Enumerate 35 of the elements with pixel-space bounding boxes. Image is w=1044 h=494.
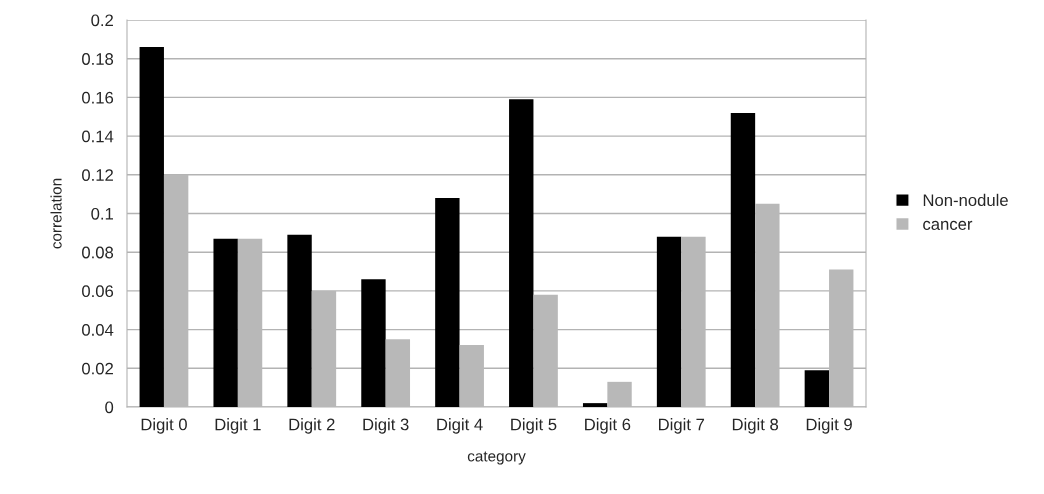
bar [582, 403, 608, 407]
y-tick-label: 0.02 [82, 362, 113, 375]
y-tick-label: 0 [105, 401, 114, 414]
y-tick-label: 0.2 [91, 14, 113, 27]
x-tick-label: Digit 2 [289, 418, 335, 434]
y-tick-label: 0.1 [91, 207, 113, 220]
y-tick-label: 0.16 [82, 91, 114, 104]
y-tick-label: 0.04 [82, 324, 114, 336]
x-tick-label: Digit 7 [659, 418, 705, 434]
y-tick-label: 0.08 [82, 246, 114, 259]
y-tick-label: 0.12 [82, 169, 113, 181]
y-tick-label: 0.06 [82, 285, 114, 298]
x-tick-label: Digit 4 [437, 418, 483, 434]
x-tick-label: Digit 9 [806, 418, 852, 434]
bar [730, 112, 756, 407]
legend-label: Non-nodule [923, 193, 1008, 207]
bar [656, 236, 682, 407]
y-tick-label: 0.14 [82, 130, 114, 143]
bar [139, 47, 164, 407]
x-tick-label: Digit 3 [363, 418, 409, 434]
bar [213, 238, 238, 407]
x-axis-title: category [467, 451, 526, 465]
bar [361, 279, 386, 407]
x-tick-label: Digit 1 [215, 418, 261, 434]
bar [804, 370, 830, 407]
bar [435, 198, 460, 407]
bar [509, 99, 534, 407]
bar [287, 234, 312, 407]
x-tick-label: Digit 0 [141, 418, 187, 434]
x-tick-label: Digit 8 [732, 418, 779, 434]
y-axis-title: correlation [50, 178, 62, 249]
y-tick-label: 0.18 [82, 53, 114, 65]
x-tick-label: Digit 6 [585, 418, 631, 434]
x-tick-label: Digit 5 [511, 418, 557, 434]
legend-label: cancer [923, 220, 973, 230]
